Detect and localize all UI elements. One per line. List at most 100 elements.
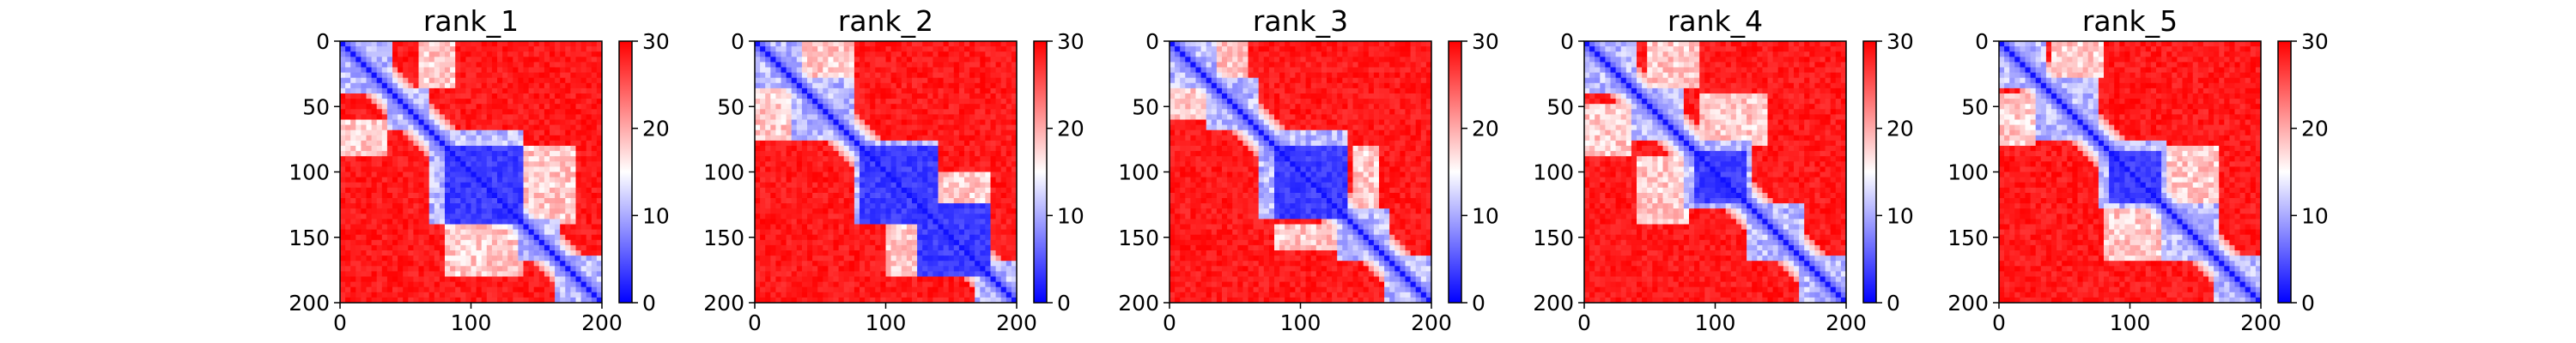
- heatmap-cell: [439, 46, 446, 52]
- heatmap-cell: [518, 87, 524, 94]
- heatmap-cell: [518, 140, 524, 147]
- heatmap-cell: [434, 109, 440, 115]
- heatmap-cell: [580, 177, 587, 184]
- heatmap-cell: [413, 109, 419, 115]
- heatmap-cell: [502, 67, 508, 73]
- heatmap-cell: [460, 104, 466, 110]
- heatmap-cell: [533, 104, 540, 110]
- heatmap-cell: [398, 87, 404, 94]
- heatmap-cell: [445, 62, 451, 68]
- heatmap-cell: [476, 166, 483, 172]
- heatmap-cell: [533, 99, 540, 105]
- heatmap-cell: [376, 172, 383, 178]
- heatmap-cell: [528, 124, 535, 131]
- heatmap-cell: [366, 114, 372, 120]
- heatmap-cell: [413, 129, 419, 136]
- heatmap-cell: [392, 77, 398, 84]
- heatmap-cell: [455, 62, 461, 68]
- heatmap-cell: [345, 67, 351, 73]
- heatmap-cell: [586, 151, 592, 157]
- heatmap-cell: [544, 177, 550, 184]
- heatmap-cell: [538, 140, 545, 147]
- heatmap-cell: [413, 67, 419, 73]
- heatmap-cell: [580, 41, 587, 47]
- heatmap-cell: [350, 87, 356, 94]
- heatmap-cell: [361, 177, 367, 184]
- heatmap-cell: [408, 129, 414, 136]
- heatmap-cell: [481, 156, 488, 162]
- heatmap-cell: [555, 93, 561, 99]
- heatmap-cell: [565, 51, 571, 57]
- heatmap-cell: [392, 146, 398, 152]
- heatmap-cell: [476, 99, 483, 105]
- heatmap-cell: [371, 82, 378, 89]
- heatmap-cell: [596, 129, 603, 136]
- heatmap-cell: [570, 46, 576, 52]
- heatmap-cell: [591, 166, 598, 172]
- heatmap-cell: [565, 62, 571, 68]
- heatmap-cell: [523, 51, 529, 57]
- heatmap-cell: [513, 151, 519, 157]
- heatmap-cell: [476, 109, 483, 115]
- heatmap-cell: [381, 129, 388, 136]
- heatmap-cell: [591, 62, 598, 68]
- heatmap-cell: [507, 151, 513, 157]
- heatmap-cell: [471, 177, 477, 184]
- heatmap-cell: [439, 166, 446, 172]
- heatmap-cell: [445, 93, 451, 99]
- heatmap-cell: [345, 51, 351, 57]
- heatmap-cell: [428, 172, 435, 178]
- heatmap-cell: [455, 140, 461, 147]
- heatmap-cell: [513, 93, 519, 99]
- heatmap-cell: [376, 62, 383, 68]
- heatmap-cell: [596, 114, 603, 120]
- heatmap-cell: [486, 161, 493, 167]
- heatmap-cell: [386, 99, 393, 105]
- heatmap-cell: [544, 151, 550, 157]
- heatmap-cell: [544, 77, 550, 84]
- heatmap-cell: [350, 72, 356, 79]
- heatmap-cell: [361, 93, 367, 99]
- heatmap-cell: [544, 124, 550, 131]
- heatmap-cell: [366, 87, 372, 94]
- heatmap-cell: [398, 82, 404, 89]
- heatmap-cell: [550, 62, 556, 68]
- heatmap-cell: [580, 62, 587, 68]
- heatmap-cell: [361, 57, 367, 63]
- heatmap-cell: [507, 119, 513, 125]
- heatmap-cell: [392, 129, 398, 136]
- heatmap-cell: [497, 51, 503, 57]
- heatmap-cell: [538, 82, 545, 89]
- heatmap-cell: [507, 146, 513, 152]
- heatmap-cell: [491, 57, 498, 63]
- heatmap-cell: [555, 177, 561, 184]
- heatmap-cell: [403, 124, 409, 131]
- heatmap-cell: [434, 146, 440, 152]
- heatmap-cell: [491, 104, 498, 110]
- heatmap-cell: [513, 99, 519, 105]
- heatmap-cell: [591, 51, 598, 57]
- heatmap-cell: [533, 151, 540, 157]
- heatmap-cell: [570, 172, 576, 178]
- heatmap-cell: [486, 51, 493, 57]
- heatmap-cell: [570, 161, 576, 167]
- heatmap-cell: [550, 99, 556, 105]
- heatmap-cell: [355, 62, 361, 68]
- heatmap-cell: [544, 99, 550, 105]
- heatmap-cell: [340, 182, 346, 189]
- heatmap-cell: [366, 119, 372, 125]
- heatmap-cell: [570, 119, 576, 125]
- heatmap-cell: [450, 46, 456, 52]
- heatmap-cell: [560, 124, 566, 131]
- heatmap-cell: [538, 166, 545, 172]
- heatmap-cell: [413, 93, 419, 99]
- heatmap-cell: [423, 82, 430, 89]
- heatmap-cell: [398, 135, 404, 141]
- heatmap-cell: [565, 41, 571, 47]
- heatmap-cell: [497, 82, 503, 89]
- heatmap-cell: [570, 140, 576, 147]
- heatmap-cell: [366, 62, 372, 68]
- heatmap-cell: [465, 87, 471, 94]
- heatmap-cell: [361, 135, 367, 141]
- heatmap-cell: [398, 177, 404, 184]
